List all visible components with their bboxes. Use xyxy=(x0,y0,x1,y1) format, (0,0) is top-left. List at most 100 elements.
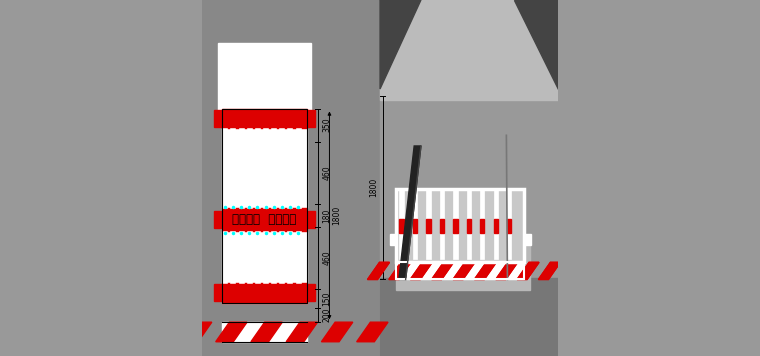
Bar xyxy=(480,190,484,259)
Bar xyxy=(494,219,498,233)
Bar xyxy=(507,219,511,233)
Bar xyxy=(307,211,315,228)
Polygon shape xyxy=(180,322,212,342)
Polygon shape xyxy=(321,322,353,342)
Bar xyxy=(280,128,284,208)
Bar xyxy=(222,109,307,128)
Bar xyxy=(230,231,236,283)
Bar xyxy=(426,190,430,259)
Bar xyxy=(440,219,444,233)
Bar xyxy=(507,190,511,259)
Bar xyxy=(396,189,524,262)
Polygon shape xyxy=(389,262,411,279)
Bar xyxy=(222,109,307,303)
Bar xyxy=(426,219,430,233)
Polygon shape xyxy=(389,262,411,279)
Text: 180: 180 xyxy=(322,208,331,222)
Polygon shape xyxy=(410,262,432,279)
Bar xyxy=(396,189,524,262)
Bar xyxy=(271,231,276,283)
Bar xyxy=(380,0,558,356)
Bar xyxy=(202,0,380,356)
Polygon shape xyxy=(216,322,247,342)
Bar xyxy=(214,211,222,228)
Polygon shape xyxy=(560,262,581,279)
Polygon shape xyxy=(514,0,558,89)
Polygon shape xyxy=(474,262,496,279)
Bar xyxy=(222,208,307,231)
Bar xyxy=(287,128,293,208)
Polygon shape xyxy=(560,262,581,279)
Bar xyxy=(399,219,404,233)
Bar xyxy=(453,190,458,259)
Bar xyxy=(214,284,222,301)
Text: 200: 200 xyxy=(322,308,331,323)
Bar xyxy=(223,231,227,283)
Bar xyxy=(223,128,227,208)
Bar xyxy=(271,128,276,208)
Bar xyxy=(399,190,404,259)
Bar xyxy=(296,231,300,283)
Bar xyxy=(390,234,396,245)
Polygon shape xyxy=(356,322,388,342)
Bar xyxy=(296,128,300,208)
Bar xyxy=(524,234,530,245)
Bar xyxy=(380,0,558,100)
Polygon shape xyxy=(432,262,454,279)
Bar xyxy=(230,128,236,208)
Bar xyxy=(307,110,315,127)
Polygon shape xyxy=(538,262,560,279)
Bar xyxy=(280,231,284,283)
Bar xyxy=(222,128,307,303)
Bar xyxy=(263,231,268,283)
Bar xyxy=(218,43,311,110)
Bar xyxy=(380,278,558,356)
Bar xyxy=(453,219,458,233)
Text: 1800: 1800 xyxy=(369,178,378,198)
Bar xyxy=(239,128,244,208)
Polygon shape xyxy=(474,262,496,279)
Polygon shape xyxy=(368,262,389,279)
Bar xyxy=(396,244,530,290)
Polygon shape xyxy=(399,146,421,279)
Bar xyxy=(467,219,471,233)
Polygon shape xyxy=(410,262,432,279)
Polygon shape xyxy=(517,262,539,279)
Polygon shape xyxy=(251,322,282,342)
Bar xyxy=(239,231,244,283)
Bar xyxy=(255,128,260,208)
Polygon shape xyxy=(453,262,475,279)
Text: 350: 350 xyxy=(322,118,331,132)
Bar xyxy=(263,128,268,208)
Bar xyxy=(494,190,498,259)
Bar xyxy=(440,190,444,259)
Text: 150: 150 xyxy=(322,292,331,306)
Polygon shape xyxy=(368,262,389,279)
Text: 1800: 1800 xyxy=(332,206,341,225)
Bar xyxy=(413,219,417,233)
Polygon shape xyxy=(496,262,518,279)
Bar xyxy=(222,283,307,303)
Bar xyxy=(396,262,524,279)
Text: 严禁抖物  禁止跨越: 严禁抖物 禁止跨越 xyxy=(232,213,296,226)
Bar xyxy=(222,110,307,115)
Bar xyxy=(247,128,252,208)
Bar xyxy=(214,110,222,127)
Bar xyxy=(222,322,307,342)
Polygon shape xyxy=(380,0,421,89)
Bar xyxy=(413,190,417,259)
Bar xyxy=(396,262,524,279)
Bar xyxy=(247,231,252,283)
Polygon shape xyxy=(453,262,475,279)
Polygon shape xyxy=(538,262,560,279)
Bar xyxy=(467,190,471,259)
Polygon shape xyxy=(432,262,454,279)
Polygon shape xyxy=(496,262,518,279)
Bar xyxy=(255,231,260,283)
Bar xyxy=(307,284,315,301)
Polygon shape xyxy=(287,322,318,342)
Bar xyxy=(480,219,484,233)
Polygon shape xyxy=(517,262,539,279)
Bar xyxy=(287,231,293,283)
Text: 460: 460 xyxy=(322,165,331,180)
